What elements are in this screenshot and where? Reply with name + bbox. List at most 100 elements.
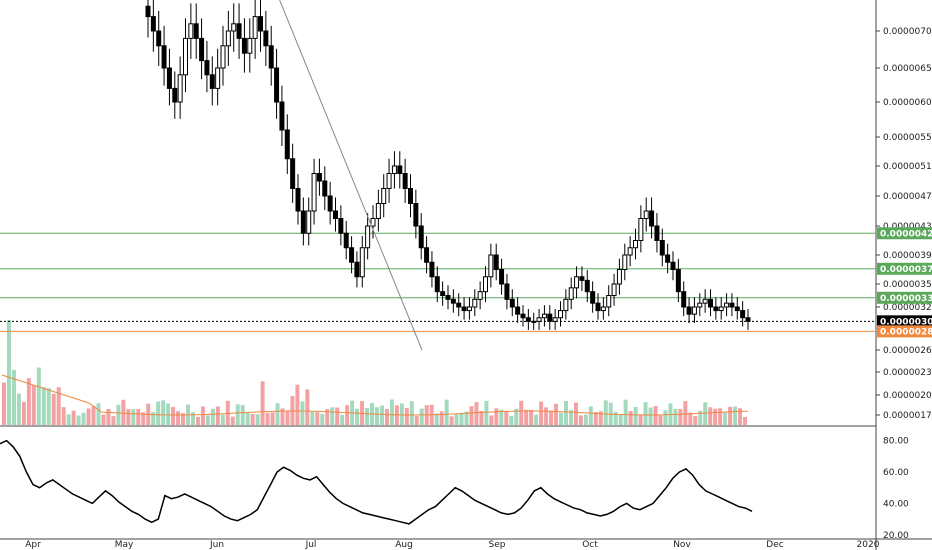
candle-body — [279, 101, 285, 131]
volume-bar — [469, 406, 474, 425]
candle-body — [306, 210, 312, 234]
price-tag — [877, 291, 932, 304]
candle-body — [349, 247, 355, 263]
candle-body — [381, 188, 387, 204]
candle-body — [322, 180, 328, 197]
month-label: Dec — [766, 540, 783, 550]
candle-body — [461, 306, 467, 312]
candle-body — [670, 261, 676, 270]
volume-bar — [235, 404, 240, 425]
candle-body — [161, 45, 167, 69]
volume-bar — [379, 405, 384, 425]
price-tick-label: 0.00000650 — [883, 64, 932, 74]
support-resistance-levels — [0, 232, 876, 332]
candle-body — [408, 188, 413, 204]
volume-bar — [698, 410, 703, 425]
candle-body — [547, 313, 553, 322]
trendline-segment — [279, 0, 423, 351]
volume-bars — [1, 320, 749, 425]
candle-body — [295, 188, 301, 212]
volume-bar — [593, 412, 598, 425]
price-tick-label: 0.00000350 — [883, 280, 932, 290]
volume-bar — [220, 414, 225, 425]
volume-bar — [603, 400, 608, 425]
volume-bar — [166, 403, 171, 425]
candle-body — [338, 218, 344, 234]
volume-bar — [384, 409, 389, 425]
volume-bar — [559, 412, 563, 425]
volume-bar — [225, 400, 230, 425]
candle-body — [633, 240, 638, 249]
candle-body — [172, 87, 178, 103]
candle-body — [584, 279, 590, 293]
volume-bar — [200, 406, 205, 425]
volume-bar — [121, 399, 126, 425]
volume-bar — [554, 403, 559, 425]
volume-bar — [588, 406, 593, 425]
volume-bar — [723, 412, 728, 425]
volume-bar — [504, 411, 509, 425]
volume-bar — [106, 408, 111, 425]
volume-bar — [91, 406, 96, 425]
volume-bar — [86, 408, 91, 425]
volume-bar — [509, 415, 514, 425]
volume-bar — [151, 412, 156, 425]
price-tick-label: 0.00000320 — [883, 303, 932, 313]
volume-bar — [96, 403, 101, 425]
volume-bar — [131, 409, 136, 425]
candle-body — [268, 45, 274, 69]
candle-body — [311, 173, 317, 212]
volume-bar — [399, 403, 404, 425]
candle-body — [199, 37, 205, 62]
candle-body — [627, 247, 633, 256]
price-tick-label: 0.00000600 — [883, 98, 932, 108]
candle-body — [343, 232, 349, 249]
volume-bar — [355, 408, 360, 425]
month-label: Jun — [209, 540, 224, 550]
candle-body — [649, 210, 655, 227]
volume-bar — [255, 414, 260, 425]
volume-bar — [638, 414, 643, 425]
volume-bar — [439, 411, 444, 425]
month-label: Aug — [395, 540, 413, 550]
candle-body — [466, 306, 472, 312]
volume-bar — [459, 412, 464, 425]
price-tick-label: 0.00000550 — [883, 133, 932, 143]
volume-bar — [265, 412, 270, 425]
volume-bar — [340, 414, 345, 425]
price-tag — [877, 315, 932, 328]
volume-bar — [290, 395, 295, 425]
volume-bar — [320, 413, 325, 425]
candle-body — [488, 254, 494, 278]
candle-body — [563, 298, 569, 312]
volume-bar — [260, 381, 265, 425]
volume-bar — [181, 413, 186, 425]
volume-bar — [61, 407, 66, 425]
candle-body — [365, 225, 371, 249]
candle-body — [477, 291, 483, 300]
volume-bar — [409, 401, 414, 425]
volume-bar — [66, 414, 71, 425]
candle-body — [209, 74, 215, 89]
volume-bar — [16, 393, 21, 425]
volume-bar — [51, 393, 56, 425]
candle-body — [525, 317, 531, 322]
candle-body — [616, 269, 622, 285]
volume-bar — [141, 412, 146, 425]
candle-body — [166, 67, 172, 89]
price-tick-label: 0.00000470 — [883, 192, 932, 202]
price-tag — [877, 262, 932, 275]
candle-body — [440, 291, 446, 296]
volume-bar — [81, 412, 86, 425]
candle-body — [713, 306, 719, 312]
candle-body — [274, 67, 280, 103]
candle-body — [493, 254, 499, 270]
volume-bar — [161, 400, 166, 425]
volume-bar — [578, 415, 583, 425]
volume-bar — [280, 408, 285, 425]
candle-body — [150, 16, 156, 32]
candle-body — [691, 306, 697, 315]
volume-bar — [708, 407, 713, 425]
candle-body — [456, 302, 462, 308]
